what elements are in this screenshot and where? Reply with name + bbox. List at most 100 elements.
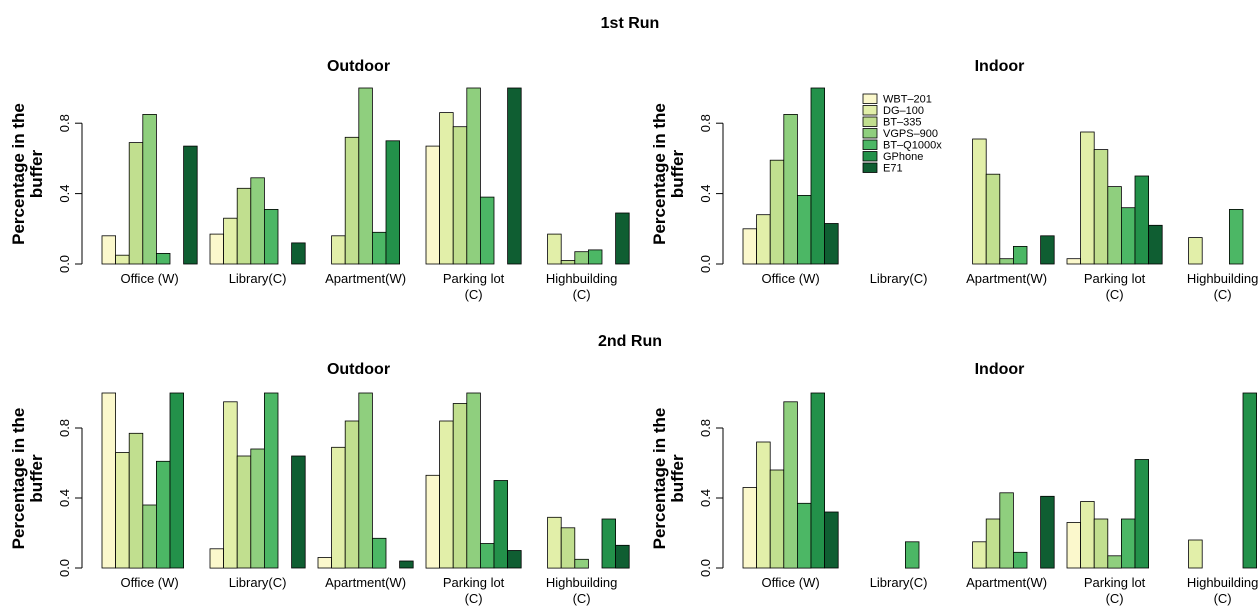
- bar: [999, 258, 1014, 265]
- y-axis-label: buffer: [27, 150, 46, 199]
- y-axis-label: Percentage in the: [9, 103, 28, 245]
- bar: [452, 403, 468, 569]
- bar: [1093, 149, 1109, 265]
- x-tick-label: Library(C): [229, 271, 287, 286]
- bar: [425, 145, 441, 265]
- bar: [291, 242, 306, 265]
- bar: [1093, 518, 1109, 569]
- bar: [479, 543, 495, 569]
- bar: [1066, 522, 1082, 569]
- legend-label: DG–100: [883, 105, 924, 117]
- bar: [1066, 258, 1082, 265]
- bar: [1134, 175, 1150, 265]
- bar: [155, 252, 171, 265]
- legend-swatch: [862, 139, 878, 150]
- panel-title: Outdoor: [327, 361, 390, 378]
- bar: [371, 537, 387, 569]
- legend: WBT–201DG–100BT–335VGPS–900BT–Q1000xGPho…: [862, 94, 942, 175]
- legend-label: WBT–201: [883, 94, 932, 106]
- bar: [810, 392, 826, 569]
- bar: [1080, 501, 1095, 569]
- bar: [574, 558, 589, 569]
- bar: [1188, 237, 1203, 265]
- bar: [615, 544, 630, 569]
- bar: [439, 420, 454, 569]
- bar: [797, 502, 812, 569]
- bar: [1121, 207, 1136, 265]
- panel-title: Indoor: [975, 58, 1025, 75]
- bar: [601, 518, 617, 569]
- panel-4: Indoor 0.0 0.4 0.8 Percentage in the buffer Of…: [650, 361, 1258, 606]
- bar: [425, 474, 441, 569]
- bar: [905, 541, 920, 569]
- x-tick-label: Parking lot (C): [1084, 575, 1146, 606]
- bar: [358, 392, 373, 569]
- bar: [385, 140, 401, 265]
- bar: [493, 480, 509, 569]
- x-tick-label: Apartment(W): [325, 271, 406, 286]
- bar: [466, 392, 481, 569]
- y-tick-label: 0.4: [698, 185, 713, 203]
- bar: [1148, 224, 1163, 265]
- x-tick-label: Office (W): [120, 575, 178, 590]
- y-axis-label: buffer: [27, 454, 46, 503]
- bar: [1013, 245, 1028, 265]
- bar: [756, 214, 771, 265]
- bar: [574, 251, 589, 265]
- bar: [1040, 235, 1055, 265]
- bar: [810, 87, 826, 265]
- bar: [985, 173, 1001, 265]
- bar: [824, 511, 839, 569]
- bar: [1134, 459, 1150, 569]
- bar: [783, 114, 798, 265]
- bar: [1121, 518, 1136, 569]
- bar: [371, 231, 387, 265]
- y-axis-label: Percentage in the: [9, 408, 28, 550]
- y-tick-label: 0.0: [57, 255, 72, 273]
- x-tick-label: Library(C): [870, 271, 928, 286]
- legend-swatch: [862, 105, 878, 116]
- bar: [209, 548, 225, 569]
- panel-1: Outdoor 0.0 0.4 0.8 Percentage in the buffer O…: [9, 58, 630, 302]
- x-tick-label: Apartment(W): [966, 575, 1047, 590]
- run-title-2: 2nd Run: [598, 333, 662, 350]
- bar: [250, 448, 265, 569]
- bar: [588, 249, 603, 265]
- bar: [331, 235, 346, 265]
- bar: [317, 557, 333, 569]
- bar: [479, 196, 495, 265]
- bar: [1013, 551, 1028, 569]
- legend-label: BT–335: [883, 117, 922, 129]
- bar: [155, 460, 171, 569]
- bar: [824, 223, 839, 265]
- bar: [101, 392, 117, 569]
- bar: [783, 401, 798, 569]
- bar: [250, 177, 265, 265]
- bar: [547, 233, 562, 265]
- legend-label: BT–Q1000x: [883, 140, 942, 152]
- bar: [236, 187, 252, 265]
- bar: [236, 455, 252, 569]
- bar: [331, 446, 346, 569]
- panel-title: Indoor: [975, 361, 1025, 378]
- bar: [142, 504, 157, 569]
- bar: [769, 469, 785, 569]
- bar: [985, 518, 1001, 569]
- y-tick-label: 0.4: [57, 489, 72, 507]
- bar: [466, 87, 481, 265]
- bar: [128, 432, 144, 569]
- bar: [1242, 392, 1258, 569]
- legend-swatch: [862, 128, 878, 139]
- panel-3: Outdoor 0.0 0.4 0.8 Percentage in the buffer O…: [9, 361, 630, 606]
- bar: [223, 401, 238, 569]
- y-tick-label: 0.8: [698, 114, 713, 132]
- bar: [1188, 539, 1203, 569]
- bar: [223, 217, 238, 265]
- bar: [797, 194, 812, 265]
- y-axis-label: Percentage in the: [650, 408, 669, 550]
- y-tick-label: 0.8: [57, 114, 72, 132]
- y-axis-label: buffer: [668, 454, 687, 503]
- bar: [358, 87, 373, 265]
- y-tick-label: 0.0: [698, 255, 713, 273]
